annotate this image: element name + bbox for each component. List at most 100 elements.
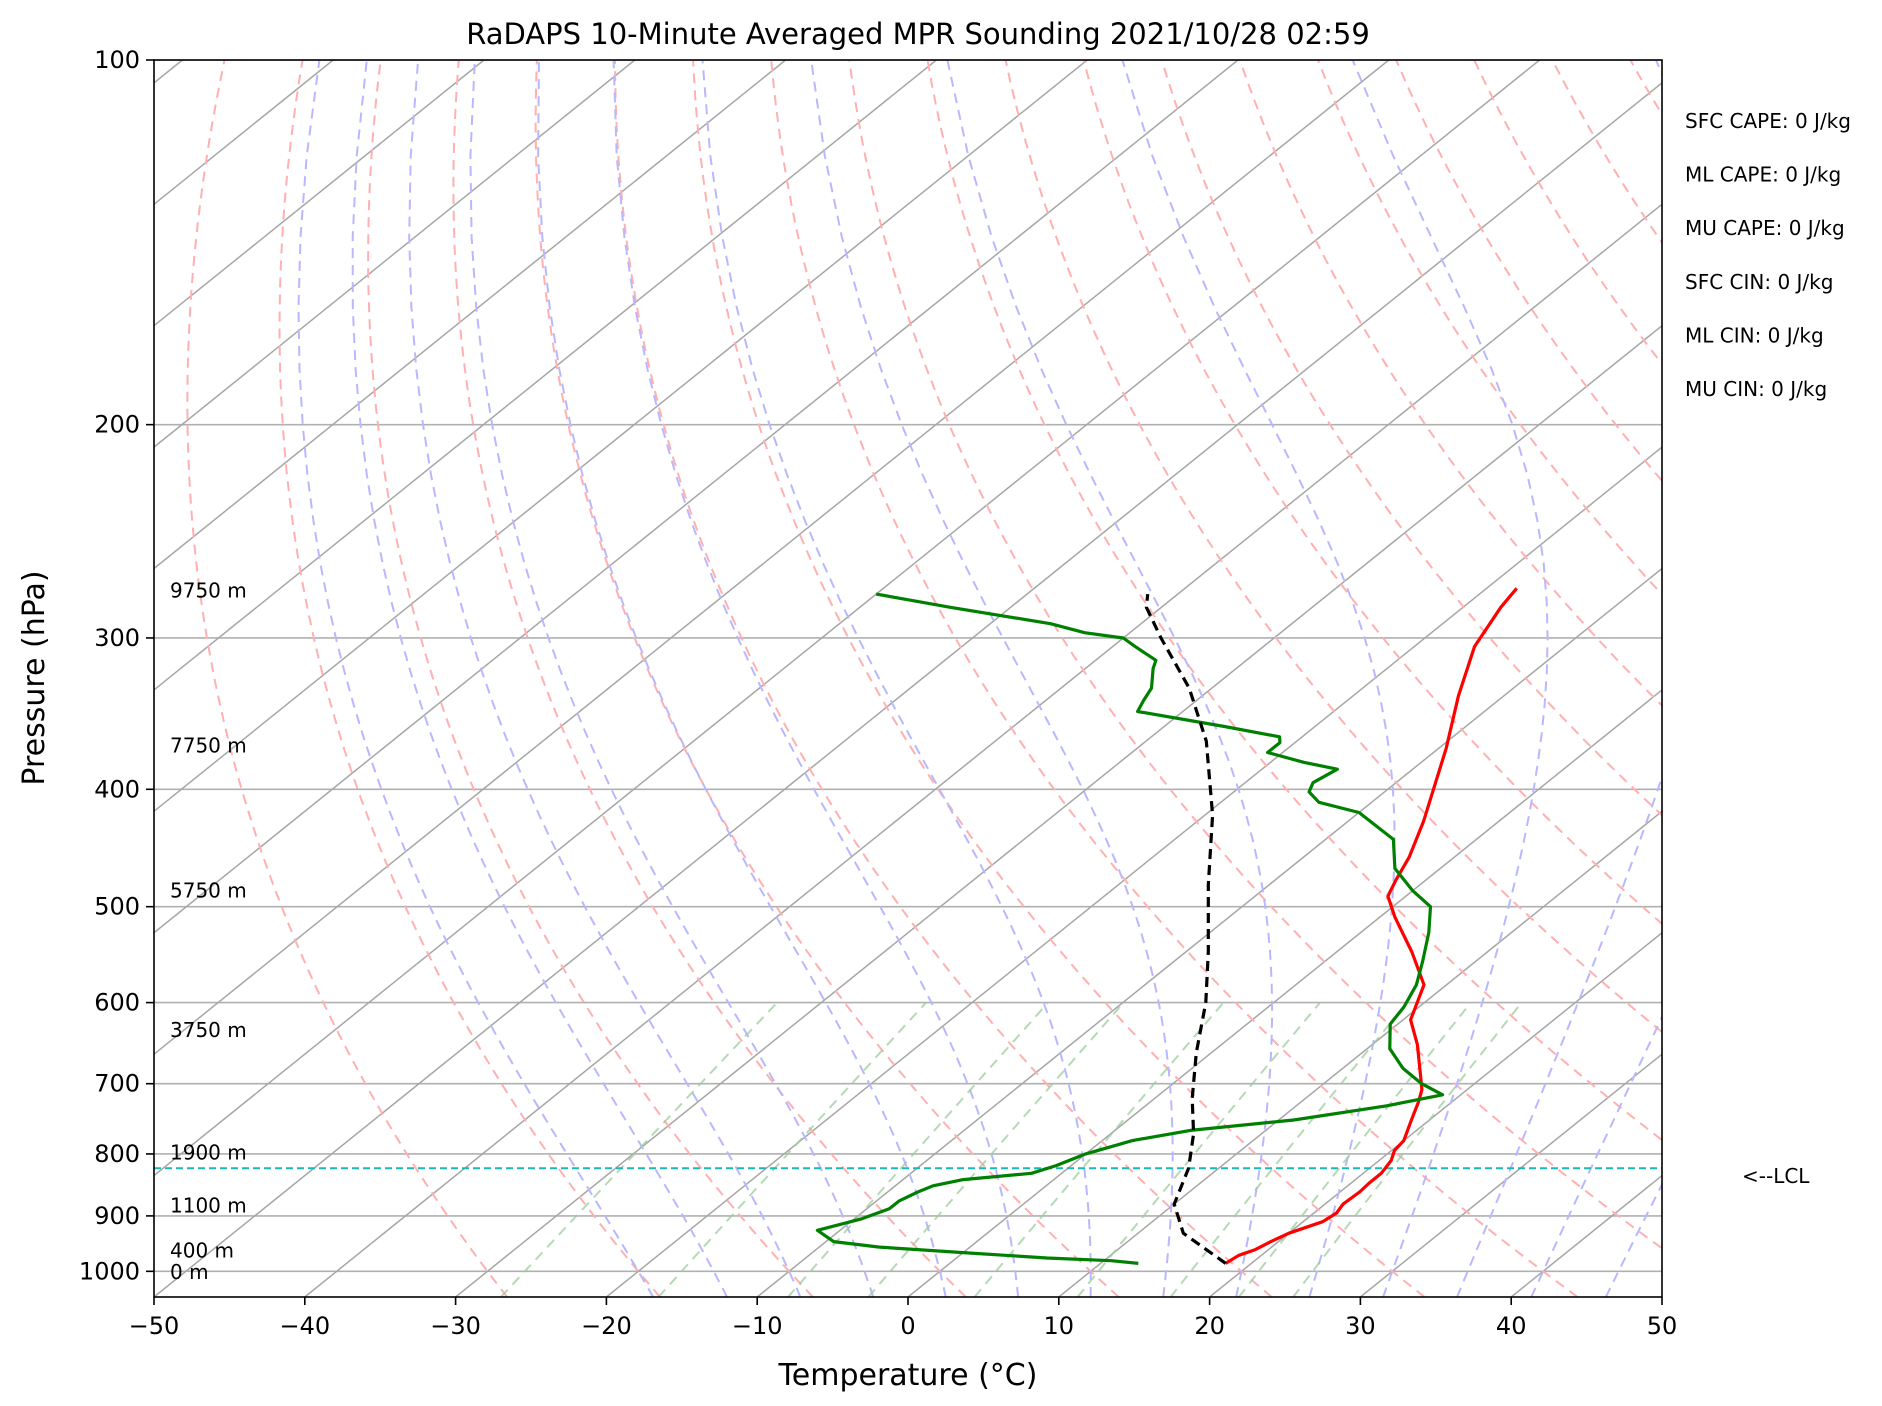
height-label: 1100 m (170, 1193, 247, 1217)
y-tick-label: 100 (94, 46, 140, 74)
dry-adiabat (1082, 60, 1662, 926)
x-tick-label: 10 (1044, 1312, 1075, 1340)
height-labels: 9750 m 7750 m 5750 m 3750 m 1900 m 1100 m 400 … (170, 578, 247, 1284)
moist-adiabat (469, 60, 875, 1297)
isotherm (304, 203, 1662, 1297)
x-tick-label: −30 (430, 1312, 481, 1340)
height-label: 1900 m (170, 1141, 247, 1165)
isotherm (907, 688, 1662, 1297)
isotherm (1661, 1296, 1662, 1297)
x-tick-label: −20 (581, 1312, 632, 1340)
dry-adiabat (692, 60, 1426, 1297)
dry-adiabat (278, 60, 661, 1297)
dry-adiabat (1238, 60, 1662, 707)
mixing-ratio-line (867, 1001, 1125, 1297)
dry-adiabat (1395, 60, 1662, 483)
height-label: 7750 m (170, 733, 247, 757)
dry-adiabat (1473, 60, 1662, 366)
y-tick-label: 800 (94, 1140, 140, 1168)
x-tick-label: 20 (1194, 1312, 1225, 1340)
dry-adiabat (1709, 60, 1882, 1297)
dry-adiabat (770, 60, 1579, 1297)
isotherm (154, 60, 1541, 1177)
height-label: 400 m (170, 1238, 234, 1262)
chart-title: RaDAPS 10-Minute Averaged MPR Sounding 2… (466, 17, 1370, 51)
moist-adiabat (612, 60, 1020, 1297)
moist-adiabat (408, 60, 802, 1297)
moist-adiabat (810, 60, 1174, 1297)
moist-adiabat (701, 60, 1092, 1297)
dry-adiabat (1004, 60, 1662, 1034)
isotherm (605, 446, 1662, 1297)
height-label: 3750 m (170, 1018, 247, 1042)
isotherm (154, 60, 1390, 1056)
y-tick-label: 300 (94, 624, 140, 652)
temperature-line (1224, 587, 1518, 1265)
moist-adiabat (1530, 1014, 1662, 1297)
x-tick-label: 50 (1647, 1312, 1678, 1340)
dry-adiabat (926, 60, 1662, 1142)
moist-adiabat (946, 60, 1274, 1297)
isotherm (154, 60, 1239, 934)
y-tick-label: 400 (94, 775, 140, 803)
lcl-label: <--LCL (1742, 1164, 1810, 1188)
y-tick-label: 700 (94, 1070, 140, 1098)
height-label: 0 m (170, 1260, 209, 1284)
isotherm (154, 60, 636, 449)
series-layer (815, 587, 1518, 1265)
dry-adiabat (1551, 60, 1662, 245)
dry-adiabat (1160, 60, 1662, 817)
x-tick-label: −50 (129, 1312, 180, 1340)
moist-adiabat (1351, 60, 1549, 1297)
x-tick-label: 0 (900, 1312, 915, 1340)
dry-adiabat (367, 60, 814, 1297)
y-tick-label: 1000 (79, 1257, 140, 1285)
dewpoint-line (815, 592, 1445, 1265)
dry-adiabat (534, 60, 1120, 1297)
isotherm (154, 60, 1088, 813)
isotherm (154, 60, 787, 570)
moist-adiabat (1604, 1182, 1662, 1297)
x-tick-label: 40 (1496, 1312, 1527, 1340)
isotherm (1359, 1053, 1662, 1297)
isotherm (756, 567, 1662, 1297)
isotherm (455, 324, 1662, 1297)
index-label: SFC CIN: 0 J/kg (1685, 270, 1833, 294)
dry-adiabat (1787, 60, 1882, 1297)
x-tick-label: −40 (279, 1312, 330, 1340)
index-label: MU CAPE: 0 J/kg (1685, 216, 1845, 240)
index-label: MU CIN: 0 J/kg (1685, 377, 1827, 401)
x-tick-label: 30 (1345, 1312, 1376, 1340)
height-label: 9750 m (170, 578, 247, 602)
dry-adiabat (452, 60, 967, 1297)
y-tick-label: 600 (94, 989, 140, 1017)
isotherm (154, 60, 485, 327)
index-label: SFC CAPE: 0 J/kg (1685, 109, 1851, 133)
y-axis-label: Pressure (hPa) (17, 570, 52, 785)
index-label: ML CAPE: 0 J/kg (1685, 163, 1841, 187)
height-label: 5750 m (170, 879, 247, 903)
mixing-ratio-line (500, 1001, 778, 1297)
isotherm (1058, 810, 1662, 1297)
mixing-ratio-line (1292, 1001, 1523, 1297)
index-label: ML CIN: 0 J/kg (1685, 323, 1824, 347)
isotherm (154, 60, 937, 691)
background-lines (154, 60, 1882, 1297)
y-tick-label: 200 (94, 411, 140, 439)
isotherm (1209, 931, 1662, 1297)
stability-indices: SFC CAPE: 0 J/kg ML CAPE: 0 J/kg MU CAPE: … (1685, 109, 1851, 401)
dry-adiabat (614, 60, 1273, 1297)
moist-adiabat (537, 60, 947, 1297)
mixing-ratio-line (657, 1001, 927, 1297)
parcel-path-line (1144, 593, 1227, 1265)
isotherm (1510, 1174, 1662, 1297)
x-axis-label: Temperature (°C) (778, 1358, 1038, 1393)
mixing-ratio-line (787, 1001, 1049, 1297)
isotherm (154, 81, 1662, 1297)
y-tick-label: 500 (94, 893, 140, 921)
dry-adiabat (1865, 60, 1882, 1297)
x-axis: −50 −40 −30 −20 −10 0 10 20 30 40 50 (129, 1297, 1678, 1340)
moist-adiabat (1456, 60, 1662, 1297)
mixing-ratio-line (1169, 1001, 1408, 1297)
